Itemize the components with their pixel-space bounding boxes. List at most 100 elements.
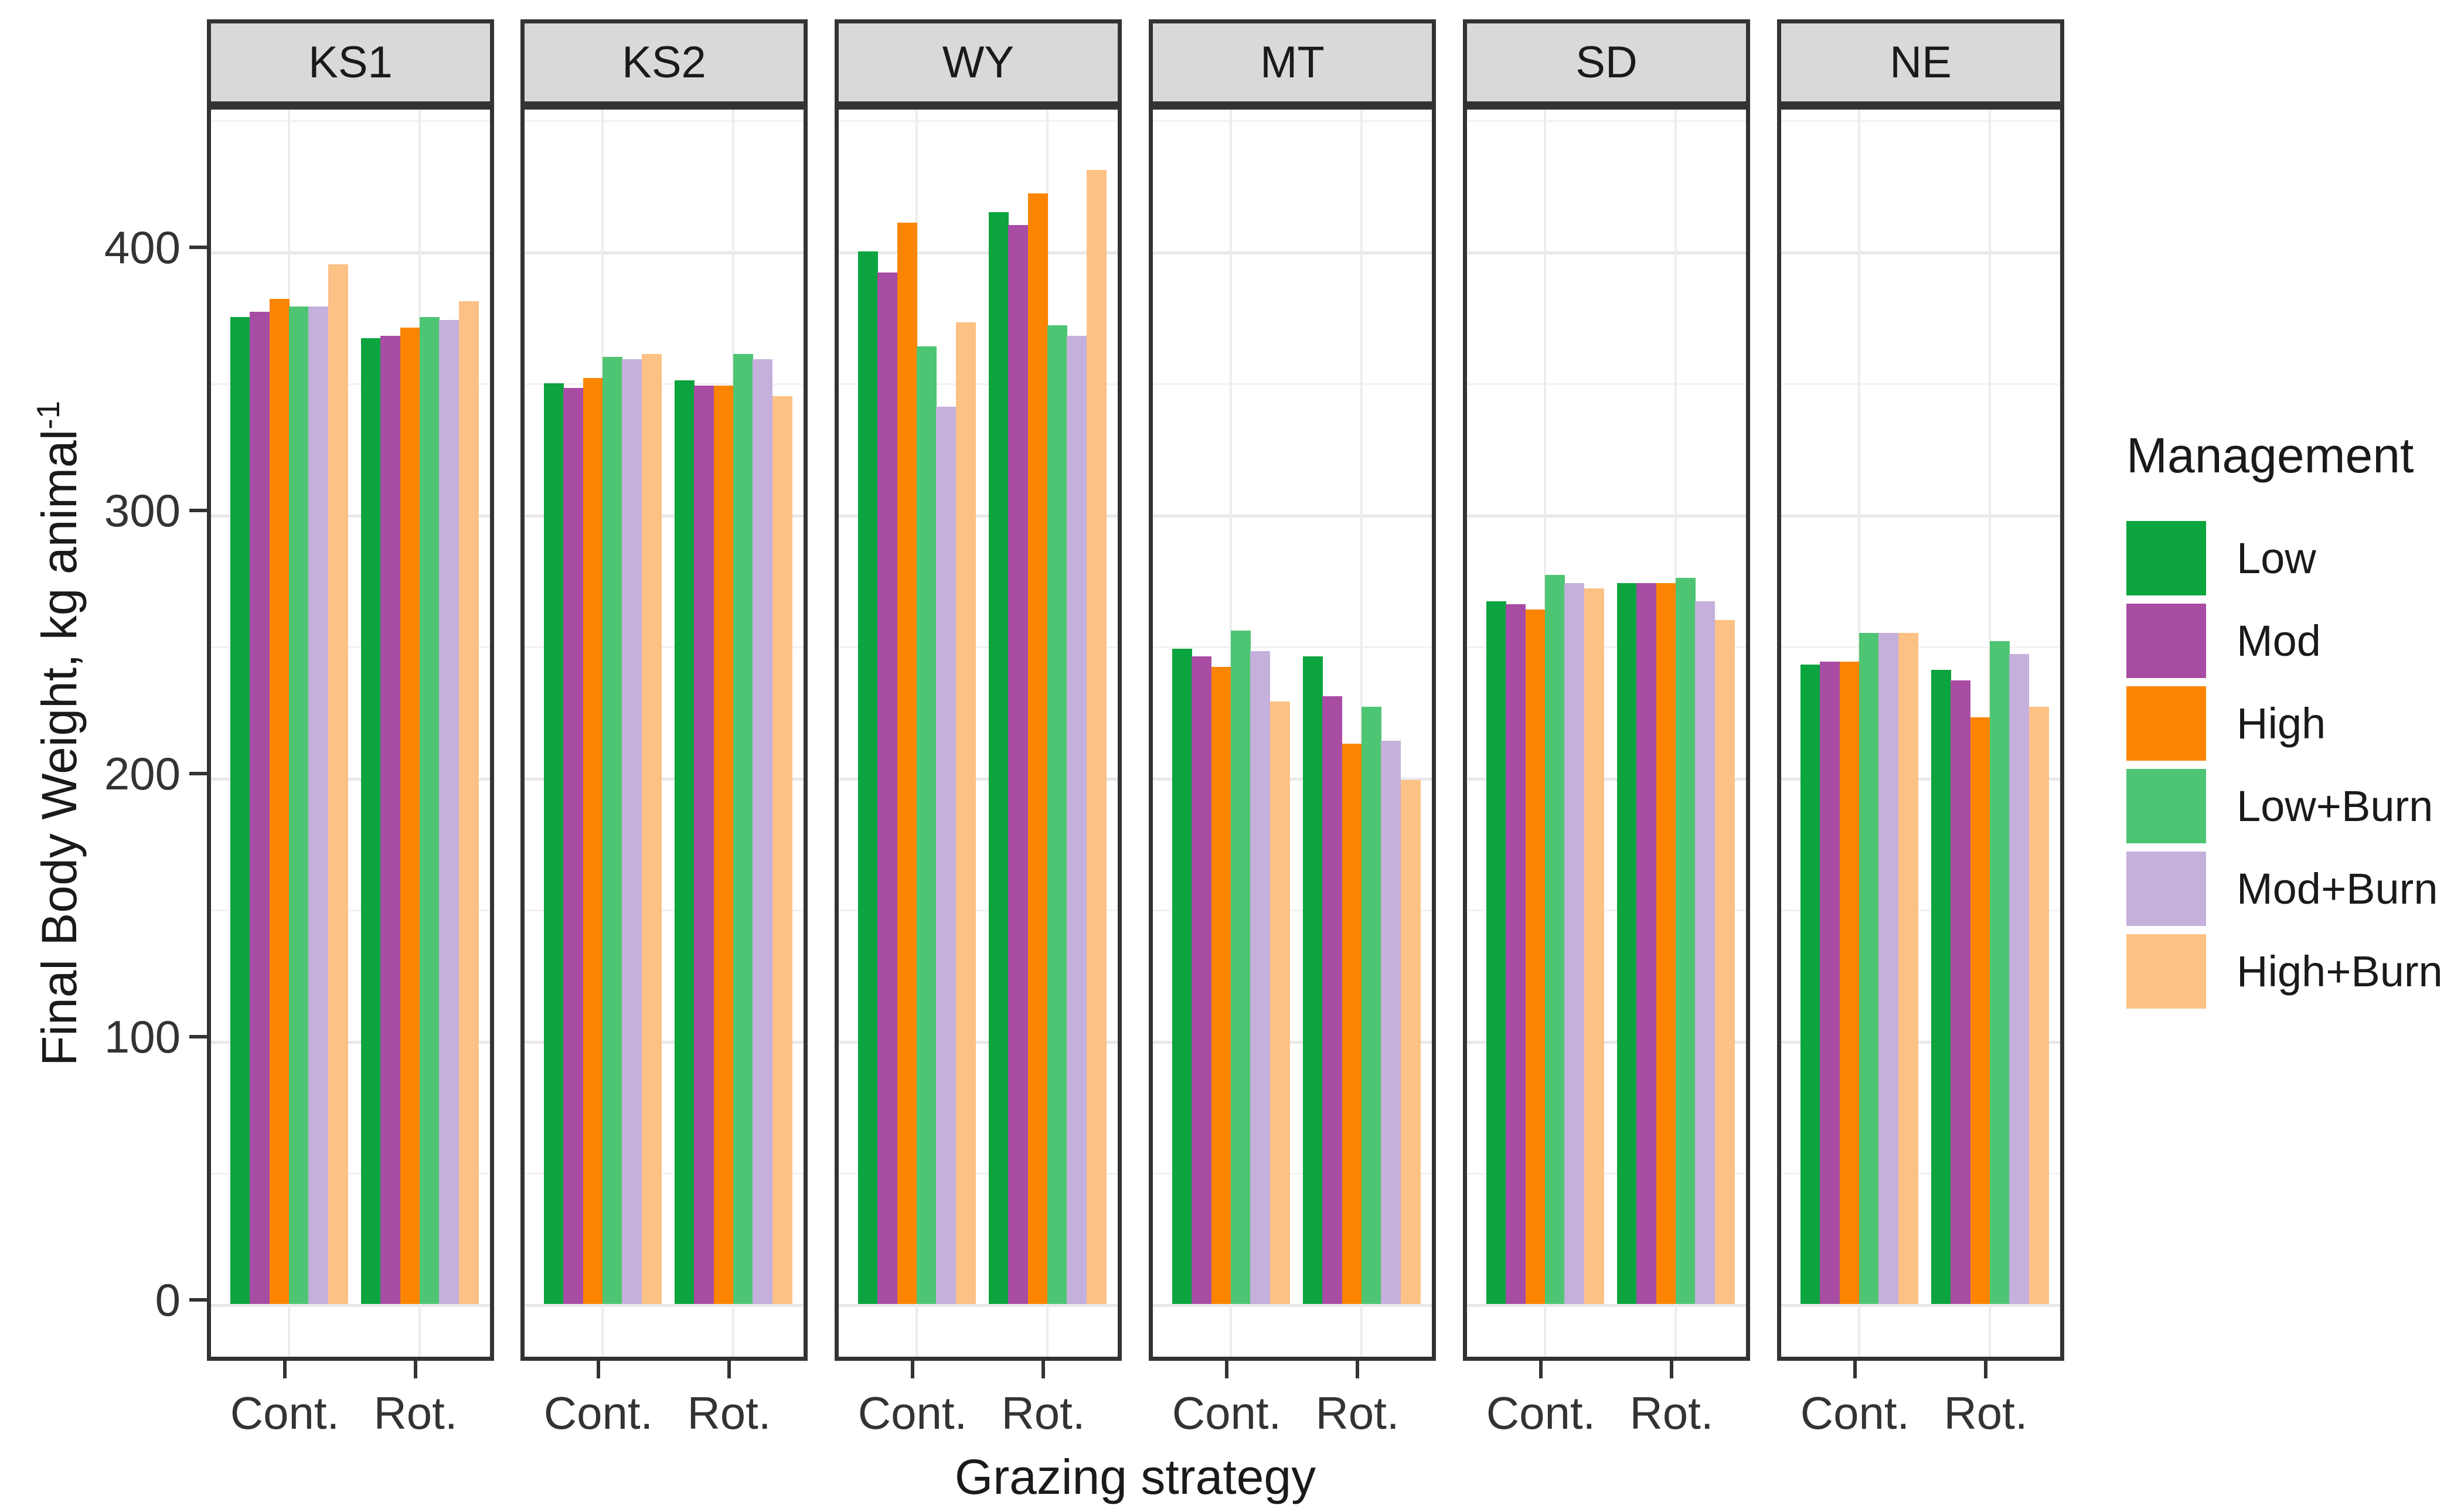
legend-swatch-Low+Burn xyxy=(2126,769,2206,843)
gridline-major-y400 xyxy=(525,251,804,254)
bar-WY-Cont-High+Burn xyxy=(955,322,976,1304)
bar-SD-Rot-High+Burn xyxy=(1714,619,1735,1304)
gridline-minor-y50 xyxy=(1781,1172,2060,1174)
y-tick-100 xyxy=(189,1035,207,1038)
bar-MT-Cont-Low xyxy=(1172,648,1192,1304)
y-tick-label-400: 400 xyxy=(104,222,181,273)
gridline-major-y100 xyxy=(839,1041,1118,1044)
gridline-major-y200 xyxy=(525,778,804,781)
facet-panel-KS1 xyxy=(207,105,494,1361)
x-tick-SD-Rot xyxy=(1670,1361,1673,1378)
bar-MT-Rot-Mod xyxy=(1322,696,1343,1304)
legend-swatch-Low xyxy=(2126,521,2206,595)
x-tick-label-WY-Cont: Cont. xyxy=(857,1387,968,1439)
gridline-minor-y50 xyxy=(525,1172,804,1174)
x-tick-label-KS1-Cont: Cont. xyxy=(230,1387,340,1439)
bar-SD-Cont-Low xyxy=(1486,601,1506,1304)
bar-NE-Cont-High xyxy=(1839,662,1860,1304)
legend-entry-Mod+Burn: Mod+Burn xyxy=(2126,852,2454,926)
x-tick-MT-Rot xyxy=(1356,1361,1359,1378)
x-tick-label-MT-Cont: Cont. xyxy=(1172,1387,1282,1439)
gridline-major-y100 xyxy=(525,1041,804,1044)
bar-KS2-Rot-High+Burn xyxy=(772,396,792,1304)
bar-KS1-Rot-Mod+Burn xyxy=(439,319,460,1304)
y-tick-400 xyxy=(189,246,207,249)
bar-SD-Cont-Low+Burn xyxy=(1545,575,1565,1304)
bar-KS1-Cont-Low+Burn xyxy=(289,307,309,1304)
gridline-minor-y350 xyxy=(1781,383,2060,385)
x-tick-NE-Cont xyxy=(1853,1361,1857,1378)
gridline-major-y400 xyxy=(839,251,1118,254)
gridline-major-y400 xyxy=(1467,251,1746,254)
gridline-major-y400 xyxy=(1781,251,2060,254)
bar-NE-Cont-Mod xyxy=(1820,662,1840,1304)
legend-swatch-High+Burn xyxy=(2126,934,2206,1009)
bar-MT-Rot-Mod+Burn xyxy=(1381,741,1401,1304)
gridline-minor-y50 xyxy=(211,1172,490,1174)
bar-KS1-Rot-High+Burn xyxy=(458,301,479,1304)
x-tick-WY-Rot xyxy=(1041,1361,1045,1378)
x-tick-label-SD-Cont: Cont. xyxy=(1486,1387,1596,1439)
bar-SD-Rot-Low+Burn xyxy=(1676,577,1696,1304)
bar-WY-Rot-High+Burn xyxy=(1086,169,1107,1304)
gridline-major-y400 xyxy=(1153,251,1432,254)
y-tick-label-0: 0 xyxy=(155,1274,181,1326)
gridline-minor-y150 xyxy=(1467,909,1746,911)
bar-NE-Cont-High+Burn xyxy=(1898,633,1918,1304)
gridline-minor-y350 xyxy=(211,383,490,385)
gridline-minor-y50 xyxy=(1467,1172,1746,1174)
bar-KS2-Cont-Mod xyxy=(563,388,584,1304)
gridline-major-y0 xyxy=(839,1304,1118,1307)
bar-KS1-Cont-Low xyxy=(230,317,250,1304)
gridline-major-y0 xyxy=(211,1304,490,1307)
gridline-major-y300 xyxy=(211,515,490,517)
bar-MT-Cont-Mod xyxy=(1192,656,1212,1304)
legend-label-Mod+Burn: Mod+Burn xyxy=(2237,864,2438,913)
bar-WY-Cont-Mod+Burn xyxy=(936,406,957,1304)
bar-SD-Cont-Mod+Burn xyxy=(1564,583,1585,1304)
x-tick-MT-Cont xyxy=(1225,1361,1228,1378)
legend-swatch-High xyxy=(2126,686,2206,761)
gridline-minor-y450 xyxy=(211,120,490,122)
bar-KS2-Rot-Low xyxy=(674,380,695,1304)
gridline-major-y200 xyxy=(1153,778,1432,781)
bar-NE-Rot-High+Burn xyxy=(2028,706,2049,1304)
facet-panel-WY xyxy=(835,105,1122,1361)
gridline-major-y0 xyxy=(525,1304,804,1307)
bar-WY-Cont-Low+Burn xyxy=(917,346,937,1304)
gridline-major-y0 xyxy=(1467,1304,1746,1307)
x-tick-NE-Rot xyxy=(1984,1361,1987,1378)
gridline-major-y100 xyxy=(1781,1041,2060,1044)
gridline-minor-y50 xyxy=(839,1172,1118,1174)
bar-WY-Cont-High xyxy=(897,222,917,1304)
legend-label-High: High xyxy=(2237,699,2326,748)
bar-MT-Rot-Low xyxy=(1302,656,1323,1304)
gridline-major-y100 xyxy=(211,1041,490,1044)
gridline-minor-y150 xyxy=(525,909,804,911)
gridline-major-y300 xyxy=(1781,515,2060,517)
bar-MT-Cont-Mod+Burn xyxy=(1250,651,1271,1304)
gridline-major-y0 xyxy=(1781,1304,2060,1307)
facet-strip-WY: WY xyxy=(835,19,1122,105)
gridline-minor-y450 xyxy=(525,120,804,122)
legend-entry-Low: Low xyxy=(2126,521,2454,595)
gridline-major-y300 xyxy=(525,515,804,517)
bar-WY-Rot-Mod+Burn xyxy=(1067,335,1087,1304)
x-tick-label-KS1-Rot: Rot. xyxy=(373,1387,458,1439)
bar-KS2-Rot-Low+Burn xyxy=(733,354,753,1304)
bar-KS1-Cont-Mod+Burn xyxy=(308,307,329,1304)
legend-title: Management xyxy=(2126,428,2414,483)
y-tick-300 xyxy=(189,509,207,512)
bar-SD-Rot-Low xyxy=(1616,583,1637,1304)
x-tick-KS1-Rot xyxy=(414,1361,417,1378)
bar-KS2-Rot-Mod+Burn xyxy=(753,359,773,1304)
bar-KS2-Rot-Mod xyxy=(694,385,714,1304)
bar-KS1-Cont-High+Burn xyxy=(328,264,348,1304)
gridline-major-y400 xyxy=(211,251,490,254)
bar-KS1-Rot-Mod xyxy=(380,335,401,1304)
bar-MT-Cont-High+Burn xyxy=(1269,701,1290,1304)
gridline-minor-y250 xyxy=(1153,646,1432,648)
gridline-minor-y350 xyxy=(1467,383,1746,385)
gridline-minor-y250 xyxy=(525,646,804,648)
